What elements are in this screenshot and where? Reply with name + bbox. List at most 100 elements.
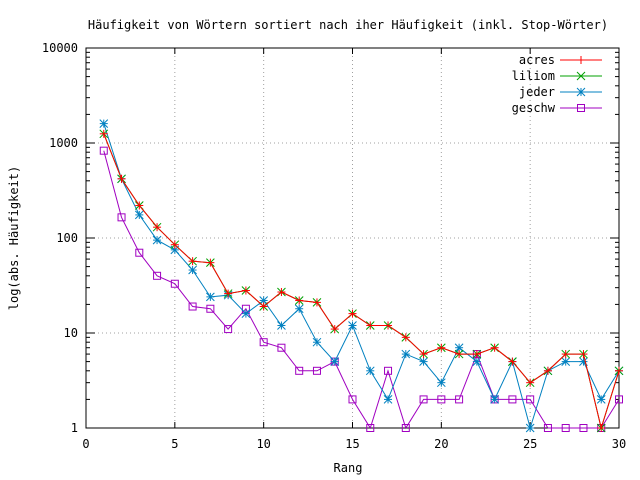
series-line-geschw	[103, 150, 620, 430]
x-axis-title: Rang	[334, 461, 363, 475]
data-point-geschw	[579, 424, 588, 432]
data-point-jeder	[579, 357, 588, 366]
data-point-geschw	[419, 395, 428, 404]
data-point-acres	[526, 378, 535, 387]
data-point-geschw	[224, 325, 233, 334]
data-point-geschw	[508, 395, 517, 404]
x-tick-label: 15	[345, 437, 359, 451]
data-point-jeder	[490, 395, 499, 404]
data-point-geschw	[561, 424, 570, 432]
y-axis-title: log(abs. Häufigkeit)	[7, 166, 21, 311]
x-tick-label: 10	[256, 437, 270, 451]
legend-marker-liliom	[576, 71, 586, 81]
x-tick-label: 25	[523, 437, 537, 451]
data-point-acres	[295, 296, 304, 305]
data-point-acres	[135, 201, 144, 210]
series-layer	[99, 119, 624, 433]
data-point-jeder	[436, 378, 446, 388]
plot-frame	[85, 47, 620, 429]
data-point-acres	[401, 333, 410, 342]
data-point-acres	[206, 258, 215, 267]
grid-layer	[86, 48, 619, 428]
data-point-geschw	[188, 302, 197, 311]
data-point-geschw	[366, 424, 375, 432]
data-point-geschw	[99, 146, 108, 155]
data-point-jeder	[365, 366, 375, 376]
data-point-geschw	[117, 213, 126, 222]
legend: acres liliom jeder geschw	[512, 53, 602, 115]
data-point-jeder	[188, 265, 197, 275]
data-point-jeder	[561, 357, 571, 366]
data-point-jeder	[206, 292, 215, 302]
data-point-jeder	[312, 337, 322, 347]
data-point-jeder	[134, 210, 144, 220]
data-point-acres	[508, 357, 517, 366]
data-point-acres	[579, 350, 588, 359]
legend-label-geschw: geschw	[512, 101, 556, 115]
data-point-geschw	[615, 395, 623, 404]
legend-label-acres: acres	[519, 53, 555, 67]
data-point-acres	[312, 298, 321, 307]
legend-marker-geschw	[577, 104, 585, 112]
data-point-jeder	[294, 304, 304, 314]
data-point-geschw	[259, 338, 268, 347]
data-point-acres	[455, 350, 464, 359]
data-point-acres	[348, 309, 357, 318]
data-point-geschw	[295, 366, 304, 375]
data-point-jeder	[525, 423, 535, 433]
data-point-geschw	[384, 366, 393, 375]
data-point-jeder	[419, 357, 428, 366]
data-point-geschw	[543, 424, 552, 432]
legend-marker-jeder	[576, 87, 586, 97]
data-point-geschw	[455, 395, 464, 404]
data-point-geschw	[170, 279, 179, 288]
data-point-jeder	[383, 395, 393, 404]
y-tick-label: 1000	[49, 136, 78, 150]
data-point-acres	[384, 321, 393, 330]
y-tick-label: 10	[64, 326, 78, 340]
data-point-acres	[490, 343, 499, 352]
series-line-liliom	[103, 133, 620, 430]
data-point-jeder	[277, 321, 286, 330]
data-point-geschw	[437, 395, 446, 404]
legend-label-jeder: jeder	[519, 85, 555, 99]
data-point-acres	[561, 350, 570, 359]
data-point-acres	[437, 343, 446, 352]
data-point-acres	[330, 325, 339, 334]
y-tick-label: 1	[71, 421, 78, 435]
x-tick-label: 0	[82, 437, 89, 451]
data-point-acres	[117, 174, 126, 183]
data-point-acres	[277, 288, 286, 297]
data-point-geschw	[526, 395, 535, 404]
axis-layer: 0 5 10 15 20 25 30 1 10 100 1000 10000	[42, 41, 626, 451]
data-point-jeder	[99, 119, 109, 128]
data-point-jeder	[241, 309, 251, 318]
data-point-geschw	[206, 304, 215, 313]
data-point-geschw	[135, 248, 144, 257]
data-point-jeder	[330, 357, 340, 366]
data-point-acres	[188, 257, 197, 266]
data-point-jeder	[596, 395, 606, 404]
data-point-acres	[259, 302, 268, 311]
x-tick-label: 30	[612, 437, 626, 451]
data-point-acres	[241, 286, 250, 295]
legend-marker-acres	[577, 56, 585, 64]
data-point-acres	[472, 350, 481, 359]
data-point-geschw	[277, 343, 286, 352]
chart-title: Häufigkeit von Wörtern sortiert nach ihe…	[88, 18, 608, 32]
data-point-geschw	[312, 366, 321, 375]
series-line-jeder	[103, 123, 620, 430]
data-point-jeder	[472, 357, 482, 366]
data-point-acres	[543, 366, 552, 375]
y-tick-label: 100	[56, 231, 78, 245]
data-point-jeder	[152, 235, 162, 245]
data-point-acres	[224, 289, 233, 298]
data-point-acres	[366, 321, 375, 330]
x-tick-label: 20	[434, 437, 448, 451]
data-point-acres	[153, 223, 162, 232]
data-point-jeder	[401, 349, 411, 359]
data-point-acres	[419, 350, 428, 359]
legend-label-liliom: liliom	[512, 69, 555, 83]
